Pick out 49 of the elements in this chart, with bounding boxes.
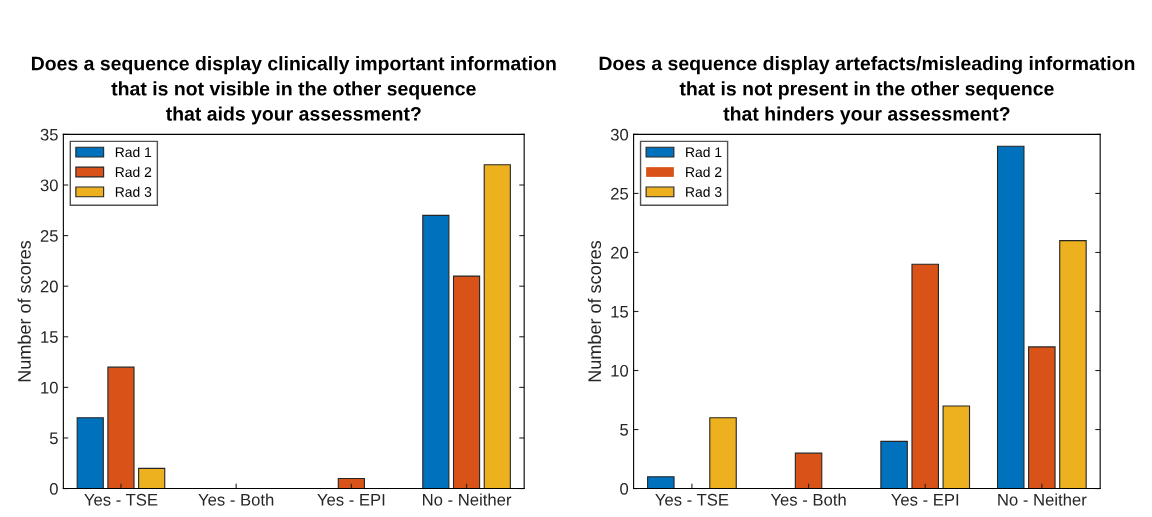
bar [942,405,971,489]
bar [709,417,737,489]
y-axis-title: Number of scores [587,240,602,382]
y-tick-label: 20 [40,280,58,293]
y-tick-label: 5 [620,424,629,436]
x-tick-label: Yes - EPI [891,494,959,506]
bar [880,440,908,489]
y-tick-label: 30 [40,179,58,192]
x-tick-label: No - Neither [998,493,1087,506]
legend-label: Rad 3 [686,186,722,197]
chart-title: Does a sequence display artefacts/misleading information that is not present in the other sequence that hinders your assessment? [599,56,1135,125]
bar [76,417,104,489]
legend-label: Rad 3 [115,186,152,197]
y-tick-label: 10 [611,364,629,377]
y-tick-label: 10 [41,381,58,394]
y-tick-label: 25 [40,230,58,242]
legend-label: Rad 1 [115,146,152,158]
bar [138,467,166,489]
chart-title: Does a sequence display clinically important information that is not visible in the other sequence that aids your assessment? [31,56,556,125]
bar [996,145,1025,489]
y-tick-label: 15 [41,331,58,343]
y-tick-label: 35 [40,128,58,141]
x-tick-label: Yes - EPI [317,494,385,506]
legend-label: Rad 1 [686,146,722,158]
bar [107,366,135,489]
y-tick-label: 0 [49,482,58,495]
bar [337,477,365,489]
y-tick-label: 5 [49,432,58,445]
y-tick-label: 30 [610,128,629,141]
legend-label: Rad 2 [686,166,722,178]
bar [1028,346,1056,489]
bar [911,263,939,489]
bar [452,275,481,489]
x-tick-label: Yes - Both [198,493,274,506]
x-tick-label: Yes - TSE [84,493,158,506]
y-axis-title: Number of scores [17,240,31,382]
bar [483,164,511,489]
x-tick-label: No - Neither [423,493,512,506]
bar [1059,240,1087,489]
y-tick-label: 20 [611,246,629,259]
x-tick-label: Yes - Both [770,493,846,506]
bar [647,476,675,489]
y-tick-label: 0 [620,482,629,495]
bar [422,214,450,489]
legend-label: Rad 2 [115,166,152,178]
y-tick-label: 15 [611,306,629,318]
y-tick-label: 25 [611,187,629,200]
bar [794,452,823,489]
x-tick-label: Yes - TSE [655,493,729,506]
